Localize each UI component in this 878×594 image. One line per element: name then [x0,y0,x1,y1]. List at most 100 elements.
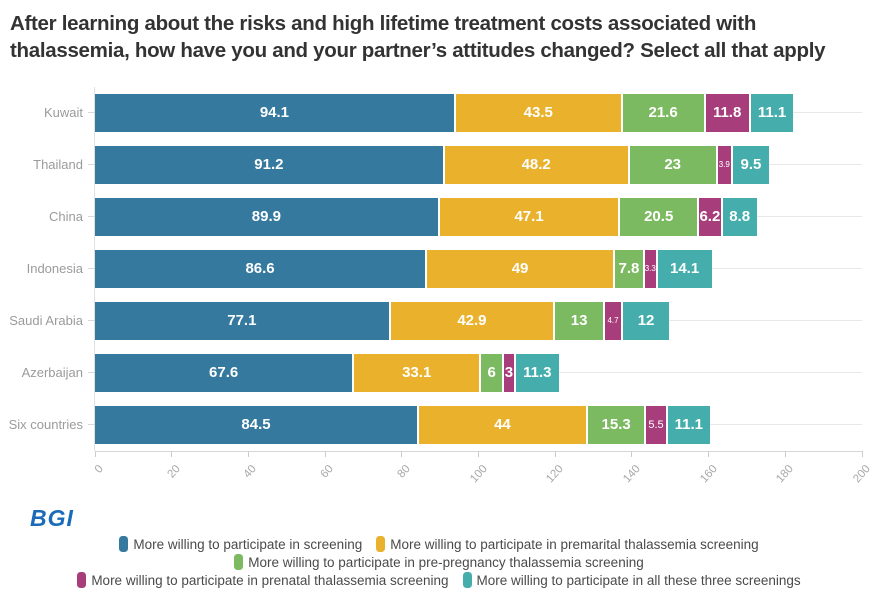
bar-value-label: 77.1 [227,312,257,330]
bar-value-label: 67.6 [209,364,239,382]
plot-area: Kuwait 94.1 43.5 21.6 11.8 11.1 Thailand 91.2 48… [9,86,873,485]
bar-value-label: 86.6 [245,260,275,278]
bar-segment: 3.3 [644,249,658,288]
bar-row: 89.9 47.1 20.5 6.2 8.8 [95,197,757,236]
legend-item: More willing to participate in premarita… [376,536,759,552]
bar-segment: 12 [623,301,670,340]
bgi-logo: BGI [30,505,74,531]
bar-value-label: 94.1 [259,104,290,122]
bar-segment: 91.2 [95,145,445,184]
x-axis-tick-label: 20 [165,462,183,481]
y-axis-label: Six countries [8,416,83,432]
legend-item: More willing to participate in screening [119,536,362,552]
legend-row: More willing to participate in screening… [0,536,878,552]
bar-value-label: 3.3 [644,264,656,274]
bar-value-label: 84.5 [241,416,271,434]
x-axis-tick [171,450,173,457]
bar-value-label: 44 [494,416,511,434]
bar-segment: 94.1 [95,93,456,132]
bar-segment: 3.9 [717,145,733,184]
x-axis-tick [94,450,96,457]
bar-value-label: 48.2 [521,156,551,174]
bar-segment: 7.8 [615,249,645,288]
legend: More willing to participate in screening… [0,536,878,588]
bar-segment: 3 [504,353,516,392]
bar-value-label: 91.2 [254,156,284,174]
bar-segment: 6 [481,353,505,392]
bar-value-label: 13 [570,312,588,330]
bar-segment: 20.5 [620,197,699,236]
y-axis-tick [88,216,95,218]
y-axis-tick [88,112,95,114]
bar-value-label: 3.9 [718,160,730,170]
bar-value-label: 12 [637,312,655,330]
bar-value-label: 89.9 [251,208,281,226]
bar-value-label: 49 [511,260,529,278]
bar-row: 84.5 44 15.3 5.5 11.1 [95,405,711,444]
bar-value-label: 47.1 [514,208,544,226]
legend-row: More willing to participate in pre-pregn… [0,554,878,570]
bar-segment: 33.1 [354,353,482,392]
x-axis-tick [324,450,326,457]
bar-segment: 15.3 [587,405,647,444]
bar-segment: 67.6 [95,353,355,392]
bar-segment: 43.5 [455,93,623,132]
bar-segment: 89.9 [95,197,440,236]
bar-segment: 77.1 [95,301,391,340]
chart-area: Kuwait 94.1 43.5 21.6 11.8 11.1 Thailand 91.2 48… [0,86,878,485]
bar-row: 67.6 33.1 6 3 11.3 [95,353,559,392]
bar-value-label: 42.9 [457,312,487,330]
bar-value-label: 43.5 [523,104,553,122]
bar-segment: 23 [629,145,718,184]
x-axis-tick-label: 120 [544,462,567,486]
y-axis-label: Thailand [33,156,83,172]
x-axis-tick [631,450,633,457]
legend-label: More willing to participate in screening [133,536,363,552]
bar-segment: 6.2 [699,197,723,236]
bar-row: 86.6 49 7.8 3.3 14.1 [95,249,712,288]
legend-label: More willing to participate in all these… [476,572,801,588]
bar-value-label: 20.5 [644,208,674,226]
x-axis-tick [247,450,249,457]
bar-segment: 86.6 [95,249,428,288]
bar-value-label: 8.8 [729,208,751,226]
x-axis-tick-label: 40 [241,462,260,481]
legend-swatch [376,536,386,552]
bar-segment: 44 [419,405,588,444]
bar-value-label: 11.1 [757,104,787,122]
bar-value-label: 9.5 [740,156,762,174]
bar-row: 94.1 43.5 21.6 11.8 11.1 [95,93,794,132]
legend-item: More willing to participate in prenatal … [77,572,449,588]
bar-value-label: 11.3 [523,364,552,382]
x-axis-tick [784,450,786,457]
legend-label: More willing to participate in pre-pregn… [248,554,644,570]
y-axis-label: Azerbaijan [21,364,83,380]
legend-swatch [462,572,472,588]
x-axis-tick-label: 80 [395,462,413,481]
bar-value-label: 6.2 [699,208,721,226]
bar-segment: 84.5 [95,405,420,444]
bar-segment: 9.5 [732,145,770,184]
bar-value-label: 14.1 [669,260,700,278]
x-axis-tick-label: 100 [467,462,490,486]
y-axis-tick [88,372,95,374]
legend-row: More willing to participate in prenatal … [0,572,878,588]
chart-title: After learning about the risks and high … [10,12,826,63]
bar-segment: 42.9 [390,301,556,340]
bar-value-label: 3 [504,364,514,382]
legend-item: More willing to participate in all these… [462,572,801,588]
bar-value-label: 23 [664,156,682,174]
bar-segment: 5.5 [646,405,668,444]
bar-value-label: 6 [487,364,496,382]
x-axis-tick [708,450,710,457]
x-axis-tick [478,450,479,457]
y-axis-label: Saudi Arabia [9,312,83,328]
bar-value-label: 33.1 [402,364,432,382]
y-axis-tick [88,268,95,270]
y-axis-tick [88,164,95,166]
bar-value-label: 15.3 [601,416,631,434]
bar-segment: 21.6 [622,93,706,132]
bar-segment: 13 [555,301,606,340]
legend-label: More willing to participate in prenatal … [91,572,449,588]
legend-item: More willing to participate in pre-pregn… [234,554,644,570]
